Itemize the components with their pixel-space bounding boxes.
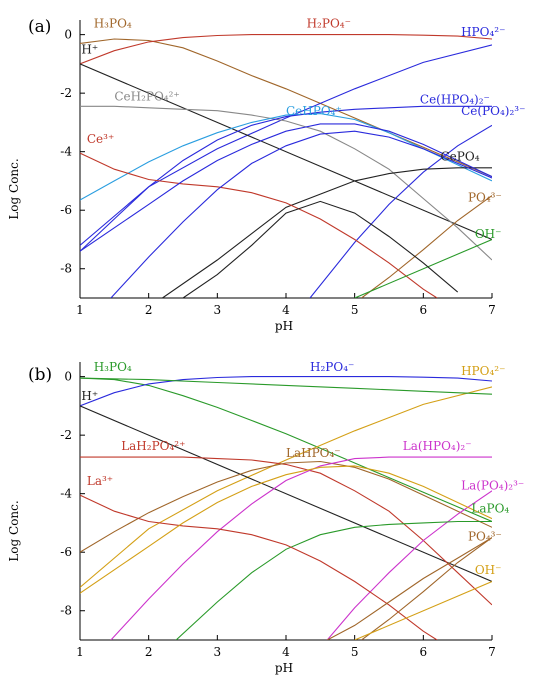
series-line bbox=[361, 195, 492, 298]
chart-panel-b: (b) 1 2 3 4 5 6 7 0 -2 -4 -6 -8 pH Log Conc. H₃PO₄ H₂PO₄… bbox=[7, 360, 524, 675]
x-tick-label: 4 bbox=[282, 303, 290, 317]
x-tick-label: 4 bbox=[282, 645, 290, 659]
series-label: OH⁻ bbox=[475, 563, 502, 577]
x-tick-label: 7 bbox=[488, 645, 496, 659]
series-line-unlabeled bbox=[182, 200, 459, 298]
x-tick-label: 2 bbox=[145, 303, 153, 317]
series-label: Ce³⁺ bbox=[87, 132, 114, 146]
series-label: OH⁻ bbox=[475, 227, 502, 241]
y-tick-label: 0 bbox=[64, 28, 72, 42]
series-line bbox=[80, 377, 492, 523]
series-line bbox=[354, 238, 492, 298]
series-line bbox=[309, 124, 492, 298]
series-line bbox=[80, 44, 492, 246]
series-label: PO₄³⁻ bbox=[468, 530, 502, 544]
series-label: H₂PO₄⁻ bbox=[307, 16, 351, 30]
y-axis-label: Log Conc. bbox=[7, 500, 21, 561]
x-tick-label: 6 bbox=[420, 303, 428, 317]
x-axis-label: pH bbox=[275, 661, 293, 675]
series-group bbox=[80, 34, 492, 298]
series-label: La(HPO₄)₂⁻ bbox=[403, 439, 472, 453]
series-label: HPO₄²⁻ bbox=[461, 364, 505, 378]
x-tick-label: 2 bbox=[145, 645, 153, 659]
series-line bbox=[80, 376, 492, 407]
series-line bbox=[80, 113, 492, 201]
series-label: CePO₄ bbox=[441, 149, 480, 163]
panel-label: (b) bbox=[28, 365, 52, 385]
series-line-unlabeled bbox=[80, 123, 492, 252]
series-line bbox=[80, 386, 492, 588]
y-tick-label: -6 bbox=[60, 203, 72, 217]
x-tick-label: 3 bbox=[214, 303, 222, 317]
x-tick-label: 1 bbox=[76, 645, 84, 659]
series-label: La(PO₄)₂³⁻ bbox=[461, 478, 524, 492]
series-line bbox=[80, 405, 492, 583]
y-tick-label: -4 bbox=[60, 145, 72, 159]
series-label: H⁺ bbox=[81, 43, 98, 57]
series-line bbox=[162, 167, 492, 298]
y-tick-label: -8 bbox=[60, 604, 72, 618]
series-label: H⁺ bbox=[81, 389, 98, 403]
series-line bbox=[80, 152, 438, 298]
series-label: Ce(HPO₄)₂⁻ bbox=[420, 92, 490, 106]
series-line-unlabeled bbox=[326, 537, 492, 640]
series-label: CeHPO₄⁺ bbox=[286, 104, 342, 118]
series-label: PO₄³⁻ bbox=[468, 190, 502, 204]
x-tick-label: 3 bbox=[214, 645, 222, 659]
series-line bbox=[354, 580, 492, 640]
series-line-unlabeled bbox=[80, 377, 492, 395]
series-line-unlabeled bbox=[110, 130, 492, 298]
x-tick-label: 5 bbox=[351, 645, 359, 659]
series-group bbox=[80, 376, 492, 640]
series-line-unlabeled bbox=[80, 465, 492, 594]
chart-panel-a: (a) 1 2 3 4 5 6 7 0 -2 -4 -6 -8 pH Log Conc. H₃PO₄ H₂PO₄… bbox=[7, 16, 525, 333]
series-line bbox=[80, 494, 438, 640]
x-axis-label: pH bbox=[275, 319, 293, 333]
series-line bbox=[110, 456, 492, 640]
x-tick-label: 6 bbox=[420, 645, 428, 659]
series-label: CeH₂PO₄²⁺ bbox=[114, 89, 179, 103]
y-tick-label: -8 bbox=[60, 262, 72, 276]
series-label: Ce(PO₄)₂³⁻ bbox=[461, 104, 525, 118]
series-line bbox=[80, 38, 492, 178]
series-label: H₂PO₄⁻ bbox=[310, 360, 354, 374]
series-line bbox=[175, 520, 492, 640]
series-line bbox=[80, 460, 492, 553]
series-line bbox=[361, 537, 492, 640]
series-line bbox=[80, 63, 492, 241]
y-tick-label: -6 bbox=[60, 545, 72, 559]
series-label: H₃PO₄ bbox=[94, 360, 132, 374]
series-label: La³⁺ bbox=[87, 474, 113, 488]
y-tick-label: -2 bbox=[60, 86, 72, 100]
series-label: LaH₂PO₄²⁺ bbox=[121, 439, 185, 453]
series-label: LaPO₄ bbox=[471, 502, 509, 516]
x-tick-label: 5 bbox=[351, 303, 359, 317]
y-tick-label: -4 bbox=[60, 487, 72, 501]
x-tick-label: 7 bbox=[488, 303, 496, 317]
series-line bbox=[80, 34, 492, 65]
series-line bbox=[80, 456, 492, 606]
panel-label: (a) bbox=[28, 17, 51, 37]
y-tick-label: -2 bbox=[60, 428, 72, 442]
x-tick-label: 1 bbox=[76, 303, 84, 317]
y-axis-label: Log Conc. bbox=[7, 158, 21, 219]
series-label: HPO₄²⁻ bbox=[461, 25, 505, 39]
series-label: H₃PO₄ bbox=[94, 16, 132, 30]
y-tick-label: 0 bbox=[64, 370, 72, 384]
series-line bbox=[80, 105, 492, 252]
series-line bbox=[80, 105, 492, 261]
series-line bbox=[326, 490, 492, 640]
series-label: LaHPO₄⁻ bbox=[286, 446, 341, 460]
